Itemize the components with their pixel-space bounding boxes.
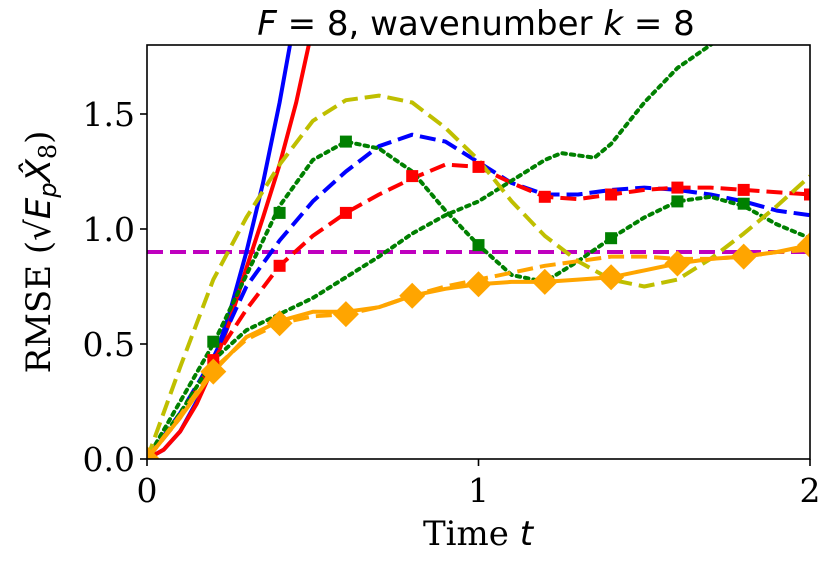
series-marker-7	[200, 358, 227, 385]
series-line-3	[147, 162, 810, 459]
series-marker-3	[605, 188, 618, 201]
series-marker-4	[207, 335, 220, 348]
series-marker-3	[339, 206, 352, 219]
y-tick-label: 1.5	[83, 95, 135, 134]
series-marker-7	[266, 310, 293, 337]
series-marker-7	[531, 268, 558, 295]
series-marker-4	[339, 135, 352, 148]
y-tick-label: 0.5	[83, 325, 135, 364]
x-tick-label: 2	[800, 471, 821, 510]
y-axis-label-E: E	[19, 197, 59, 219]
y-axis-label-8: 8	[34, 144, 62, 159]
x-tick-label: 0	[137, 471, 158, 510]
y-tick-label: 1.0	[83, 210, 135, 249]
y-axis-label: RMSE (√EpX̂8)	[18, 131, 62, 374]
ticks: 0 1 2 0.0 0.5 1.0 1.5	[83, 95, 821, 510]
series-marker-7	[465, 271, 492, 298]
svg-text:RMSE (√EpX̂8): RMSE (√EpX̂8)	[18, 131, 62, 374]
series-marker-3	[804, 188, 810, 201]
y-tick-label: 0.0	[83, 440, 135, 479]
series-marker-7	[399, 282, 426, 309]
y-axis-label-close: )	[19, 131, 59, 144]
series-marker-7	[598, 264, 625, 291]
series-marker-7	[664, 250, 691, 277]
series-marker-4	[737, 197, 750, 210]
title-k-eq: = 8	[623, 4, 695, 44]
series-marker-3	[671, 181, 684, 194]
chart-title: F = 8, wavenumber k = 8	[257, 4, 695, 44]
title-eq: = 8, wavenumber	[277, 4, 604, 44]
series-marker-7	[797, 232, 810, 259]
series-marker-4	[472, 239, 485, 252]
series-marker-7	[147, 446, 160, 459]
series-marker-3	[406, 170, 419, 183]
title-k: k	[603, 4, 624, 44]
series-marker-7	[332, 301, 359, 328]
series-marker-3	[273, 259, 286, 272]
series-line-2	[147, 132, 810, 459]
series-line-6	[147, 93, 810, 459]
series-marker-4	[605, 232, 618, 245]
series-marker-3	[737, 183, 750, 196]
x-axis-label: Time t	[423, 514, 535, 554]
x-axis-label-text: Time	[423, 514, 509, 554]
series-marker-3	[472, 160, 485, 173]
y-axis-label-p: p	[34, 182, 62, 198]
series-marker-4	[671, 195, 684, 208]
plot-area	[147, 45, 810, 459]
x-axis-label-var: t	[520, 514, 535, 554]
series-marker-7	[730, 243, 757, 270]
x-tick-label: 1	[468, 471, 489, 510]
series-marker-4	[273, 206, 286, 219]
y-axis-label-text: RMSE (	[19, 241, 59, 374]
y-axis-label-sqrt: √	[19, 219, 59, 241]
title-F: F	[257, 4, 277, 44]
series-marker-3	[538, 190, 551, 203]
y-axis-label-X: X̂	[18, 158, 59, 184]
series-line-5	[147, 45, 714, 459]
